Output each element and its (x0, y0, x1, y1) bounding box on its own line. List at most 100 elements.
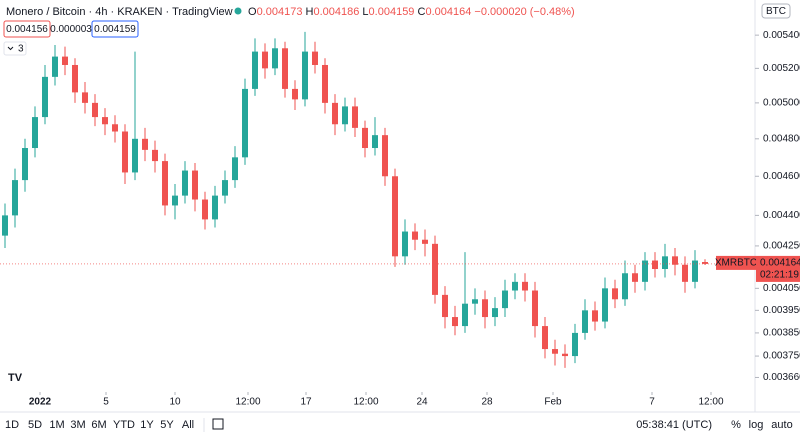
buy-button[interactable] (91, 20, 139, 38)
x-tick-label: 5 (103, 397, 109, 408)
candle-body (492, 308, 498, 318)
toolbar: 1D 5D 1M 3M 6M YTD 1Y 5Y All 05:38:41 (UTC)% log au… (5, 418, 793, 432)
candle-body (282, 48, 288, 89)
ohlc-label: L (362, 6, 368, 18)
sell-button[interactable] (3, 20, 51, 38)
x-tick-label: 24 (416, 397, 428, 408)
candle-body (632, 273, 638, 282)
range-button[interactable]: 1D (5, 419, 19, 431)
candle-body (102, 117, 108, 125)
candle-body (252, 51, 258, 89)
indicators-toggle[interactable] (3, 41, 27, 56)
last-price-label: 0.004164 (760, 258, 800, 269)
currency-button[interactable] (761, 3, 791, 19)
x-tick-label: 17 (300, 397, 312, 408)
candle-body (52, 56, 58, 77)
ohlc-value: 0.004186 (313, 6, 359, 18)
candle-body (122, 131, 128, 173)
candle-body (172, 195, 178, 206)
candle-body (262, 51, 268, 69)
candle-body (562, 353, 568, 357)
candle-body (612, 288, 618, 300)
candle-body (222, 180, 228, 196)
range-button[interactable]: 3M (70, 419, 85, 431)
candle-body (152, 149, 158, 162)
candle-body (452, 317, 458, 327)
candle-body (522, 281, 528, 291)
symbol-tag (716, 255, 756, 270)
scale-option[interactable]: auto (771, 419, 792, 431)
range-button[interactable]: YTD (113, 419, 135, 431)
countdown: 02:21:19 (760, 270, 799, 281)
candle-body (502, 290, 508, 309)
candle-body (392, 176, 398, 257)
range-button[interactable]: 1Y (140, 419, 154, 431)
ohlc-value: 0.004159 (369, 6, 415, 18)
sell-price[interactable]: 0.004156 (6, 24, 48, 35)
chart-title: Monero / Bitcoin · 4h · KRAKEN · Trading… (6, 6, 233, 18)
ohlc-legend: O0.004173 H0.004186 L0.004159 C0.004164 … (248, 6, 575, 18)
candle-body (542, 326, 548, 350)
scale-option[interactable]: log (749, 419, 764, 431)
clock: 05:38:41 (UTC) (636, 419, 712, 431)
candle-body (442, 294, 448, 318)
indicators-count[interactable]: 3 (18, 44, 24, 55)
candle-body (82, 92, 88, 103)
candle-body (292, 88, 298, 100)
candle-body (432, 243, 438, 295)
ohlc-label: O (248, 6, 257, 18)
range-button[interactable]: 5Y (160, 419, 174, 431)
date-range-icon[interactable] (212, 418, 224, 430)
candle-body (582, 310, 588, 333)
range-button[interactable]: 1M (49, 419, 64, 431)
candle-body (72, 64, 78, 93)
candle-body (702, 262, 708, 264)
x-tick-label: 28 (481, 397, 493, 408)
candle-body (112, 124, 118, 132)
candle-body (62, 56, 68, 65)
candle-body (372, 135, 378, 149)
candle-body (2, 215, 8, 236)
range-button[interactable]: 6M (91, 419, 106, 431)
candle-body (232, 157, 238, 181)
candle-body (552, 349, 558, 354)
x-tick-label: 10 (169, 397, 181, 408)
range-button[interactable]: 5D (28, 419, 42, 431)
x-tick-label: 12:00 (698, 397, 723, 408)
x-tick-label: 7 (649, 397, 655, 408)
candle-body (382, 135, 388, 177)
logo: TV (8, 372, 23, 384)
candle-body (402, 231, 408, 257)
x-tick-label: 12:00 (353, 397, 378, 408)
candle-body (32, 117, 38, 149)
candle-body (692, 260, 698, 282)
candle-body (22, 148, 28, 181)
candle-body (512, 281, 518, 291)
range-button[interactable]: All (182, 419, 194, 431)
x-tick-label: 12:00 (235, 397, 260, 408)
candle-body (322, 64, 328, 103)
scale-option[interactable]: % (731, 419, 741, 431)
candle-body (332, 102, 338, 125)
buy-price[interactable]: 0.004159 (94, 24, 136, 35)
ohlc-change: −0.000020 (−0.48%) (474, 6, 574, 18)
candle-body (662, 256, 668, 269)
candle-body (212, 195, 218, 220)
candle-body (42, 76, 48, 118)
candle-body (412, 231, 418, 240)
currency[interactable]: BTC (766, 6, 786, 17)
x-tick-label: Feb (544, 397, 562, 408)
candle-body (642, 260, 648, 282)
candle-body (362, 127, 368, 149)
candle-body (202, 199, 208, 220)
symbol-label: XMRBTC (715, 258, 757, 269)
candle-body (272, 48, 278, 69)
